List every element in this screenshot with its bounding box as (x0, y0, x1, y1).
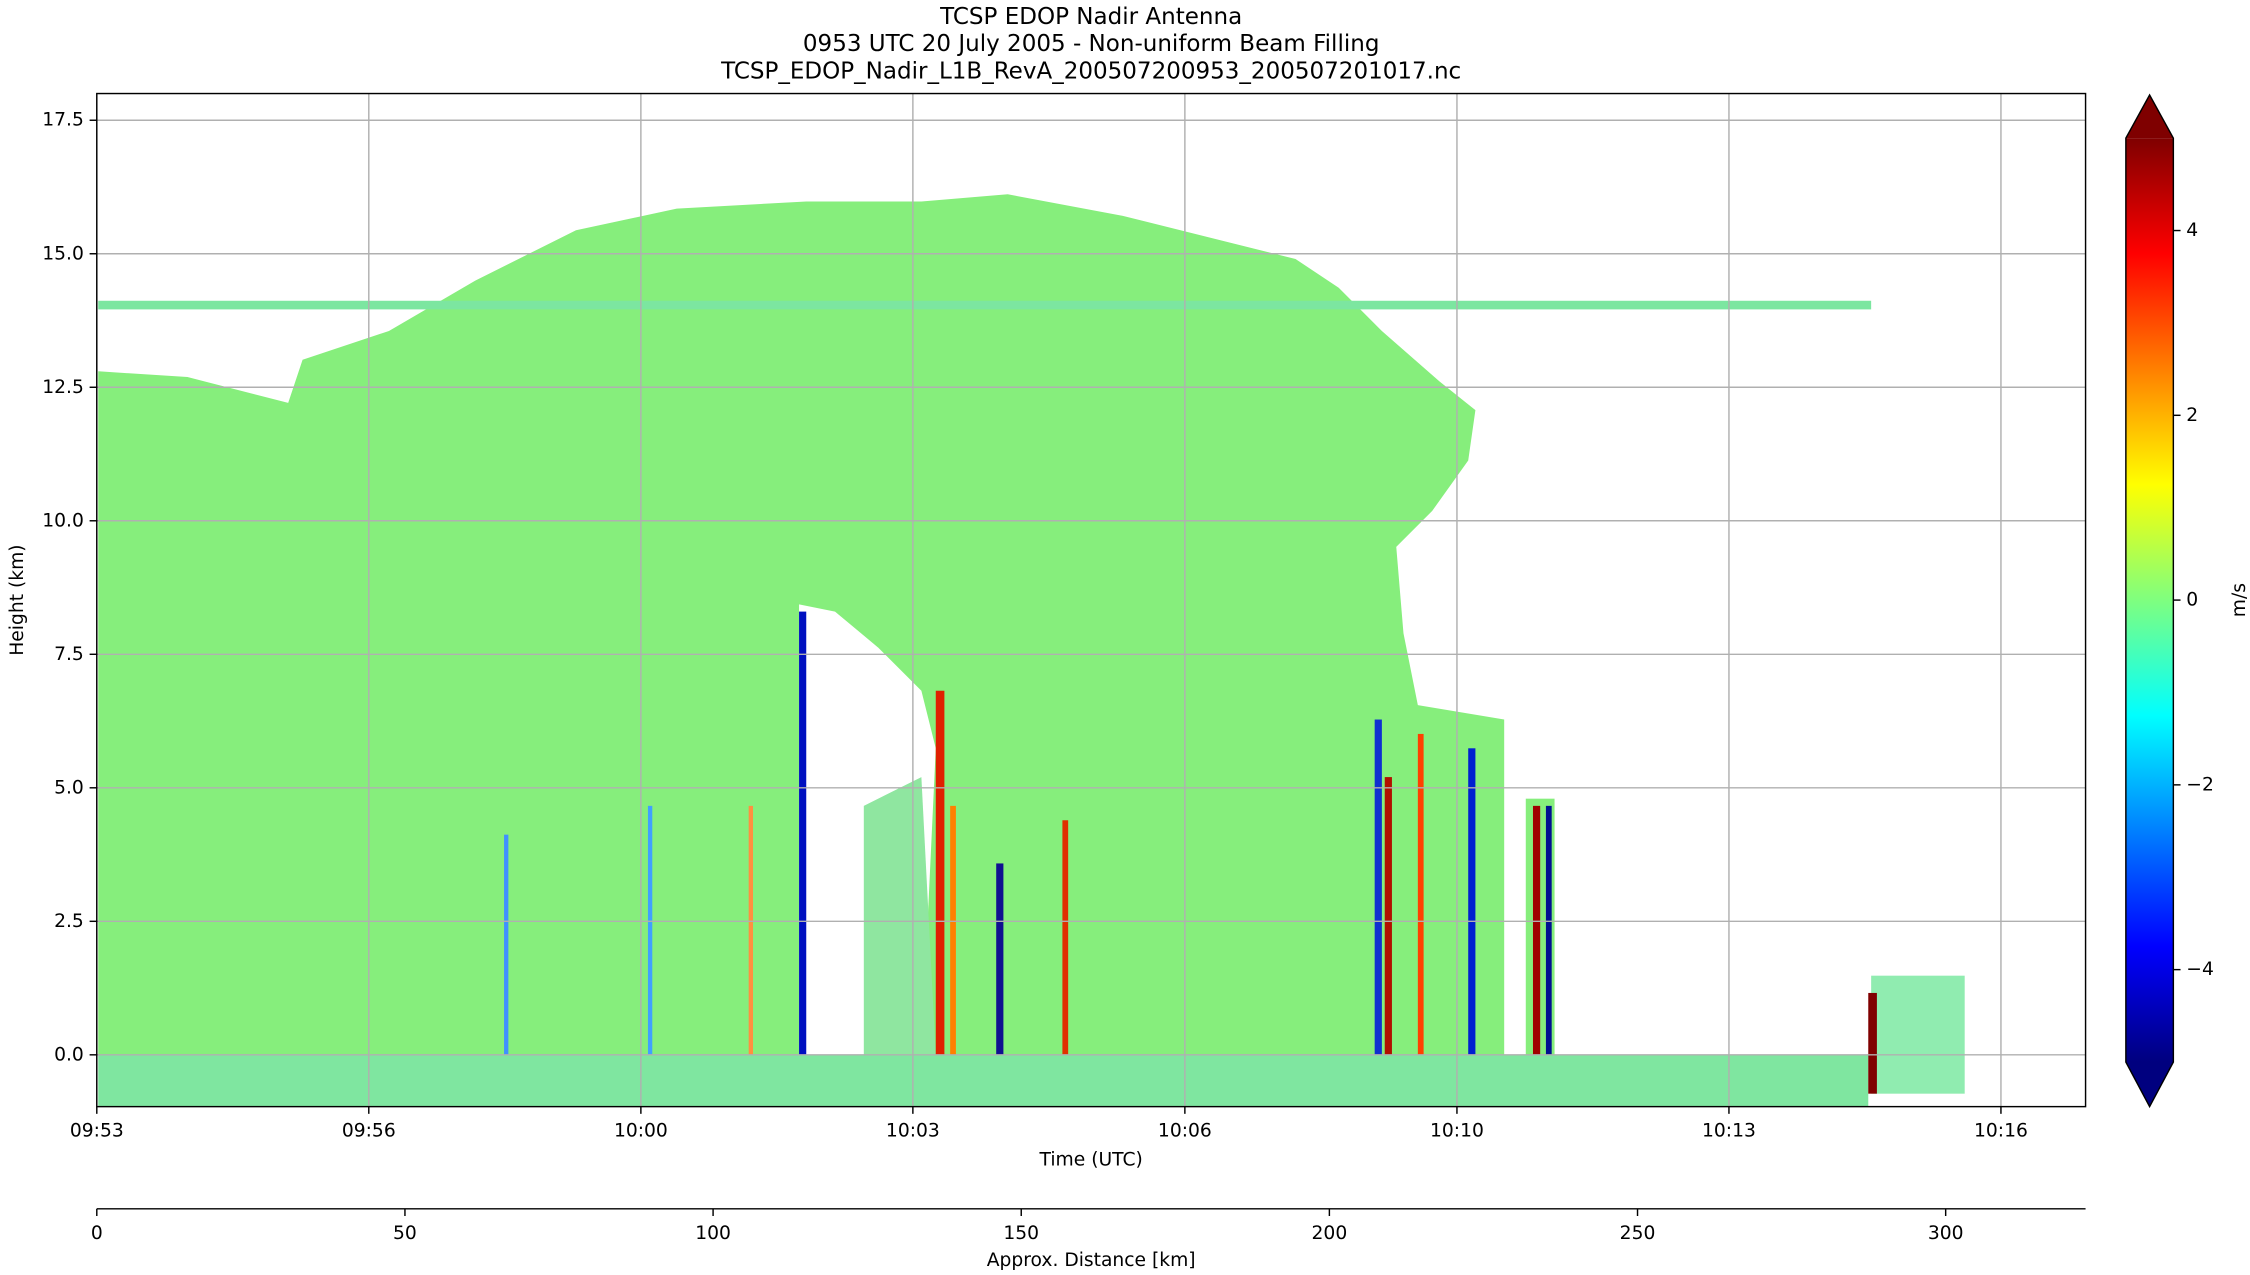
x-tick-label: 10:00 (614, 1121, 668, 1142)
plot-frame (96, 92, 2087, 1108)
colorbar-tick-label: −4 (2186, 959, 2214, 980)
title-line: 0953 UTC 20 July 2005 - Non-uniform Beam… (803, 31, 1380, 57)
x-tick-label: 10:03 (886, 1121, 940, 1142)
x2-tick-label: 50 (393, 1223, 417, 1244)
x-axis-label: Time (UTC) (1039, 1149, 1143, 1170)
y-tick-label: 12.5 (42, 377, 84, 398)
y-tick-label: 17.5 (42, 110, 84, 131)
x2-tick-label: 250 (1620, 1223, 1656, 1244)
x-tick-label: 09:53 (70, 1121, 124, 1142)
title-line: TCSP EDOP Nadir Antenna (939, 4, 1242, 30)
colorbar (2125, 138, 2174, 1063)
colorbar-frame (2125, 93, 2175, 1109)
colorbar-tick-label: 2 (2186, 405, 2198, 426)
x-tick-label: 10:13 (1702, 1121, 1756, 1142)
axes: 09:53 09:56 10:00 10:03 10:06 10:10 10:13 10:16… (42, 93, 2214, 1244)
x2-tick-label: 300 (1928, 1223, 1964, 1244)
colorbar-extend (2125, 1062, 2174, 1107)
y-tick-label: 0.0 (54, 1044, 84, 1065)
x-tick-label: 10:10 (1430, 1121, 1484, 1142)
x-tick-label: 10:16 (1974, 1121, 2028, 1142)
title-line: TCSP_EDOP_Nadir_L1B_RevA_200507200953_20… (720, 58, 1461, 84)
y-tick-label: 10.0 (42, 510, 84, 531)
y-tick-label: 7.5 (54, 644, 84, 665)
colorbar-tick-label: 4 (2186, 220, 2198, 241)
x-tick-label: 09:56 (342, 1121, 396, 1142)
x2-axis-label: Approx. Distance [km] (987, 1250, 1196, 1271)
colorbar-tick-label: −2 (2186, 774, 2214, 795)
colorbar-extend (2125, 94, 2174, 139)
x2-tick-label: 150 (1003, 1223, 1039, 1244)
colorbar-tick-label: 0 (2186, 590, 2198, 611)
y-tick-label: 5.0 (54, 777, 84, 798)
x2-tick-label: 200 (1312, 1223, 1348, 1244)
x2-tick-label: 0 (91, 1223, 103, 1244)
x-tick-label: 10:06 (1158, 1121, 1212, 1142)
y-tick-label: 2.5 (54, 911, 84, 932)
y-tick-label: 15.0 (42, 243, 84, 264)
x2-tick-label: 100 (695, 1223, 731, 1244)
y-axis-label: Height (km) (7, 544, 28, 655)
colorbar-label: m/s (2229, 583, 2250, 617)
radar-field (98, 194, 1965, 1107)
